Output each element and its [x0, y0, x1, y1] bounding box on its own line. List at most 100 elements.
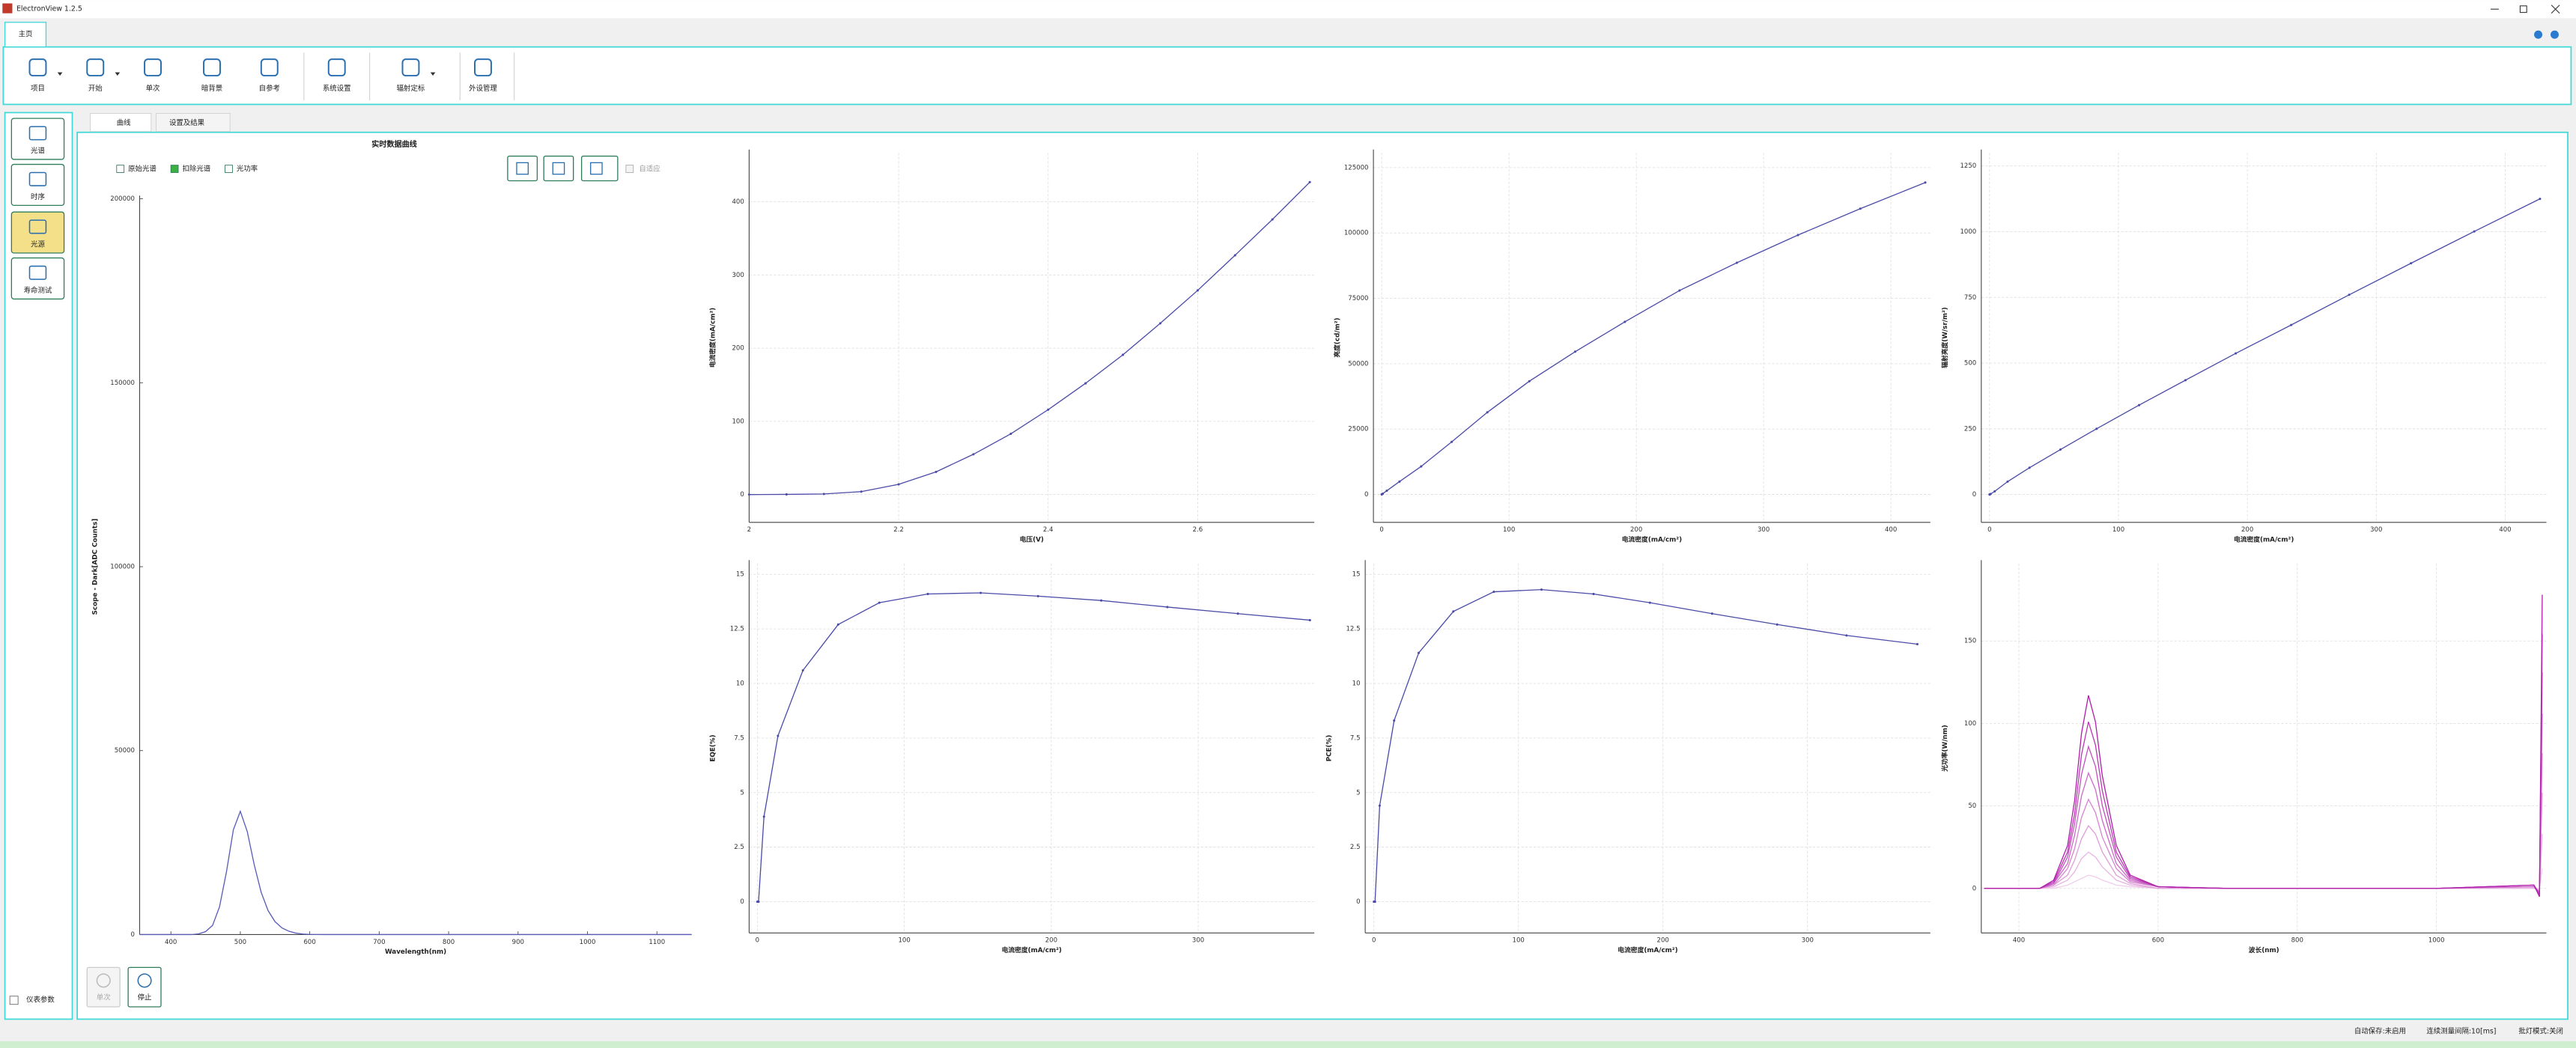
data-line — [757, 592, 1310, 903]
data-point — [1009, 432, 1012, 436]
checkbox[interactable] — [116, 165, 125, 173]
y-axis-label: 亮度(cd/m²) — [1332, 317, 1341, 357]
checkbox[interactable] — [9, 996, 19, 1005]
data-point — [1592, 592, 1595, 596]
chart-tool-button[interactable] — [543, 155, 574, 182]
chart-tool-button[interactable] — [507, 155, 538, 182]
data-point — [2290, 323, 2293, 326]
checkbox-label[interactable]: 自适应 — [639, 165, 660, 174]
y-tick-label: 0 — [1972, 885, 1976, 892]
toolbar-label[interactable]: 辐射定标 — [397, 84, 425, 93]
data-point — [2348, 293, 2351, 296]
x-tick-label: 2.6 — [1193, 526, 1203, 534]
data-point — [1196, 289, 1199, 292]
x-tick-label: 300 — [2370, 526, 2382, 534]
help-icon[interactable] — [2534, 30, 2543, 39]
sidebar-button[interactable] — [10, 118, 65, 160]
toolbar-label[interactable]: 系统设置 — [323, 84, 351, 93]
y-tick-label: 5 — [740, 789, 744, 796]
toolbar-icon[interactable] — [86, 58, 105, 77]
data-point — [1378, 804, 1381, 807]
toolbar-icon[interactable] — [474, 58, 492, 77]
toolbar-label[interactable]: 项目 — [31, 85, 45, 93]
data-point — [785, 493, 788, 496]
x-tick-label: 500 — [234, 939, 246, 946]
settings-icon[interactable] — [2550, 30, 2559, 39]
data-point — [1417, 651, 1421, 654]
x-axis-label: 电流密度(mA/cm²) — [1002, 945, 1062, 954]
toolbar-icon[interactable] — [401, 58, 420, 77]
y-tick-label: 100000 — [1344, 230, 1369, 237]
toolbar-icon[interactable] — [327, 58, 346, 77]
x-axis-label: 电流密度(mA/cm²) — [1622, 534, 1682, 543]
toolbar-icon[interactable] — [28, 58, 47, 77]
data-point — [2184, 379, 2187, 382]
data-point — [801, 668, 804, 672]
sidebar-label[interactable]: 光谱 — [31, 146, 45, 155]
x-tick-label: 100 — [898, 937, 910, 945]
subtab[interactable] — [155, 113, 231, 132]
chart-tool-icon — [552, 162, 565, 175]
sidebar-label[interactable]: 时序 — [31, 192, 45, 201]
subtab-label[interactable]: 设置及结果 — [169, 118, 205, 127]
dropdown-arrow[interactable] — [115, 72, 121, 76]
checkbox[interactable] — [225, 165, 233, 173]
sidebar-button[interactable] — [10, 257, 65, 300]
checkbox[interactable] — [625, 165, 634, 173]
data-point — [836, 623, 839, 626]
checkbox-label[interactable]: 光功率 — [237, 165, 258, 174]
action-label[interactable]: 停止 — [138, 993, 152, 1002]
bottom-strip — [0, 1041, 2576, 1048]
x-tick-label: 400 — [1885, 526, 1897, 534]
data-point — [1393, 719, 1396, 722]
data-line — [1984, 834, 2543, 891]
data-point — [1486, 411, 1489, 414]
chart-tool-button[interactable] — [580, 155, 619, 182]
data-point — [1775, 623, 1778, 626]
y-tick-label: 75000 — [1348, 295, 1368, 302]
data-point — [822, 493, 825, 496]
window-controls[interactable] — [2490, 4, 2560, 14]
checkbox-label[interactable]: 仪表参数 — [26, 996, 55, 1005]
toolbar-icon[interactable] — [260, 58, 279, 77]
data-point — [1678, 289, 1681, 292]
x-tick-label: 600 — [303, 939, 315, 946]
data-point — [1540, 588, 1543, 591]
subtab[interactable] — [90, 113, 152, 132]
data-point — [1122, 353, 1125, 356]
toolbar-label[interactable]: 开始 — [88, 84, 103, 93]
y-axis-label: PCE(%) — [1325, 735, 1333, 762]
toolbar-icon[interactable] — [144, 58, 162, 77]
checkbox-label[interactable]: 扣除光谱 — [183, 165, 211, 174]
data-point — [2235, 352, 2238, 355]
x-tick-label: 1000 — [2428, 937, 2445, 945]
sidebar-label[interactable]: 光源 — [31, 240, 45, 249]
data-point — [878, 601, 881, 604]
data-point — [1084, 382, 1087, 385]
x-tick-label: 2 — [747, 526, 751, 534]
sidebar-button[interactable] — [10, 211, 65, 254]
toolbar-label[interactable]: 自参考 — [259, 84, 280, 93]
dropdown-arrow[interactable] — [57, 72, 63, 76]
sidebar-button[interactable] — [10, 163, 65, 207]
y-tick-label: 5 — [1356, 789, 1360, 796]
x-axis-label: Wavelength(nm) — [385, 948, 446, 956]
y-tick-label: 0 — [1364, 491, 1368, 499]
data-point — [1233, 254, 1236, 257]
x-tick-label: 2.2 — [893, 526, 904, 534]
checkbox[interactable] — [170, 165, 179, 173]
subtab-label[interactable]: 曲线 — [117, 118, 131, 127]
tab-label[interactable]: 主页 — [19, 30, 33, 39]
toolbar-icon[interactable] — [203, 58, 221, 77]
data-point — [2006, 480, 2009, 483]
y-tick-label: 100000 — [110, 564, 135, 571]
toolbar-label[interactable]: 暗背景 — [201, 84, 222, 93]
data-point — [1916, 642, 1919, 646]
toolbar-label[interactable]: 单次 — [146, 84, 160, 93]
toolbar-label[interactable]: 外设管理 — [469, 84, 497, 93]
tab[interactable] — [4, 22, 47, 48]
dropdown-arrow[interactable] — [430, 72, 436, 76]
checkbox-label[interactable]: 原始光谱 — [128, 165, 157, 174]
sidebar-label[interactable]: 寿命测试 — [24, 286, 52, 295]
action-icon — [137, 973, 152, 988]
